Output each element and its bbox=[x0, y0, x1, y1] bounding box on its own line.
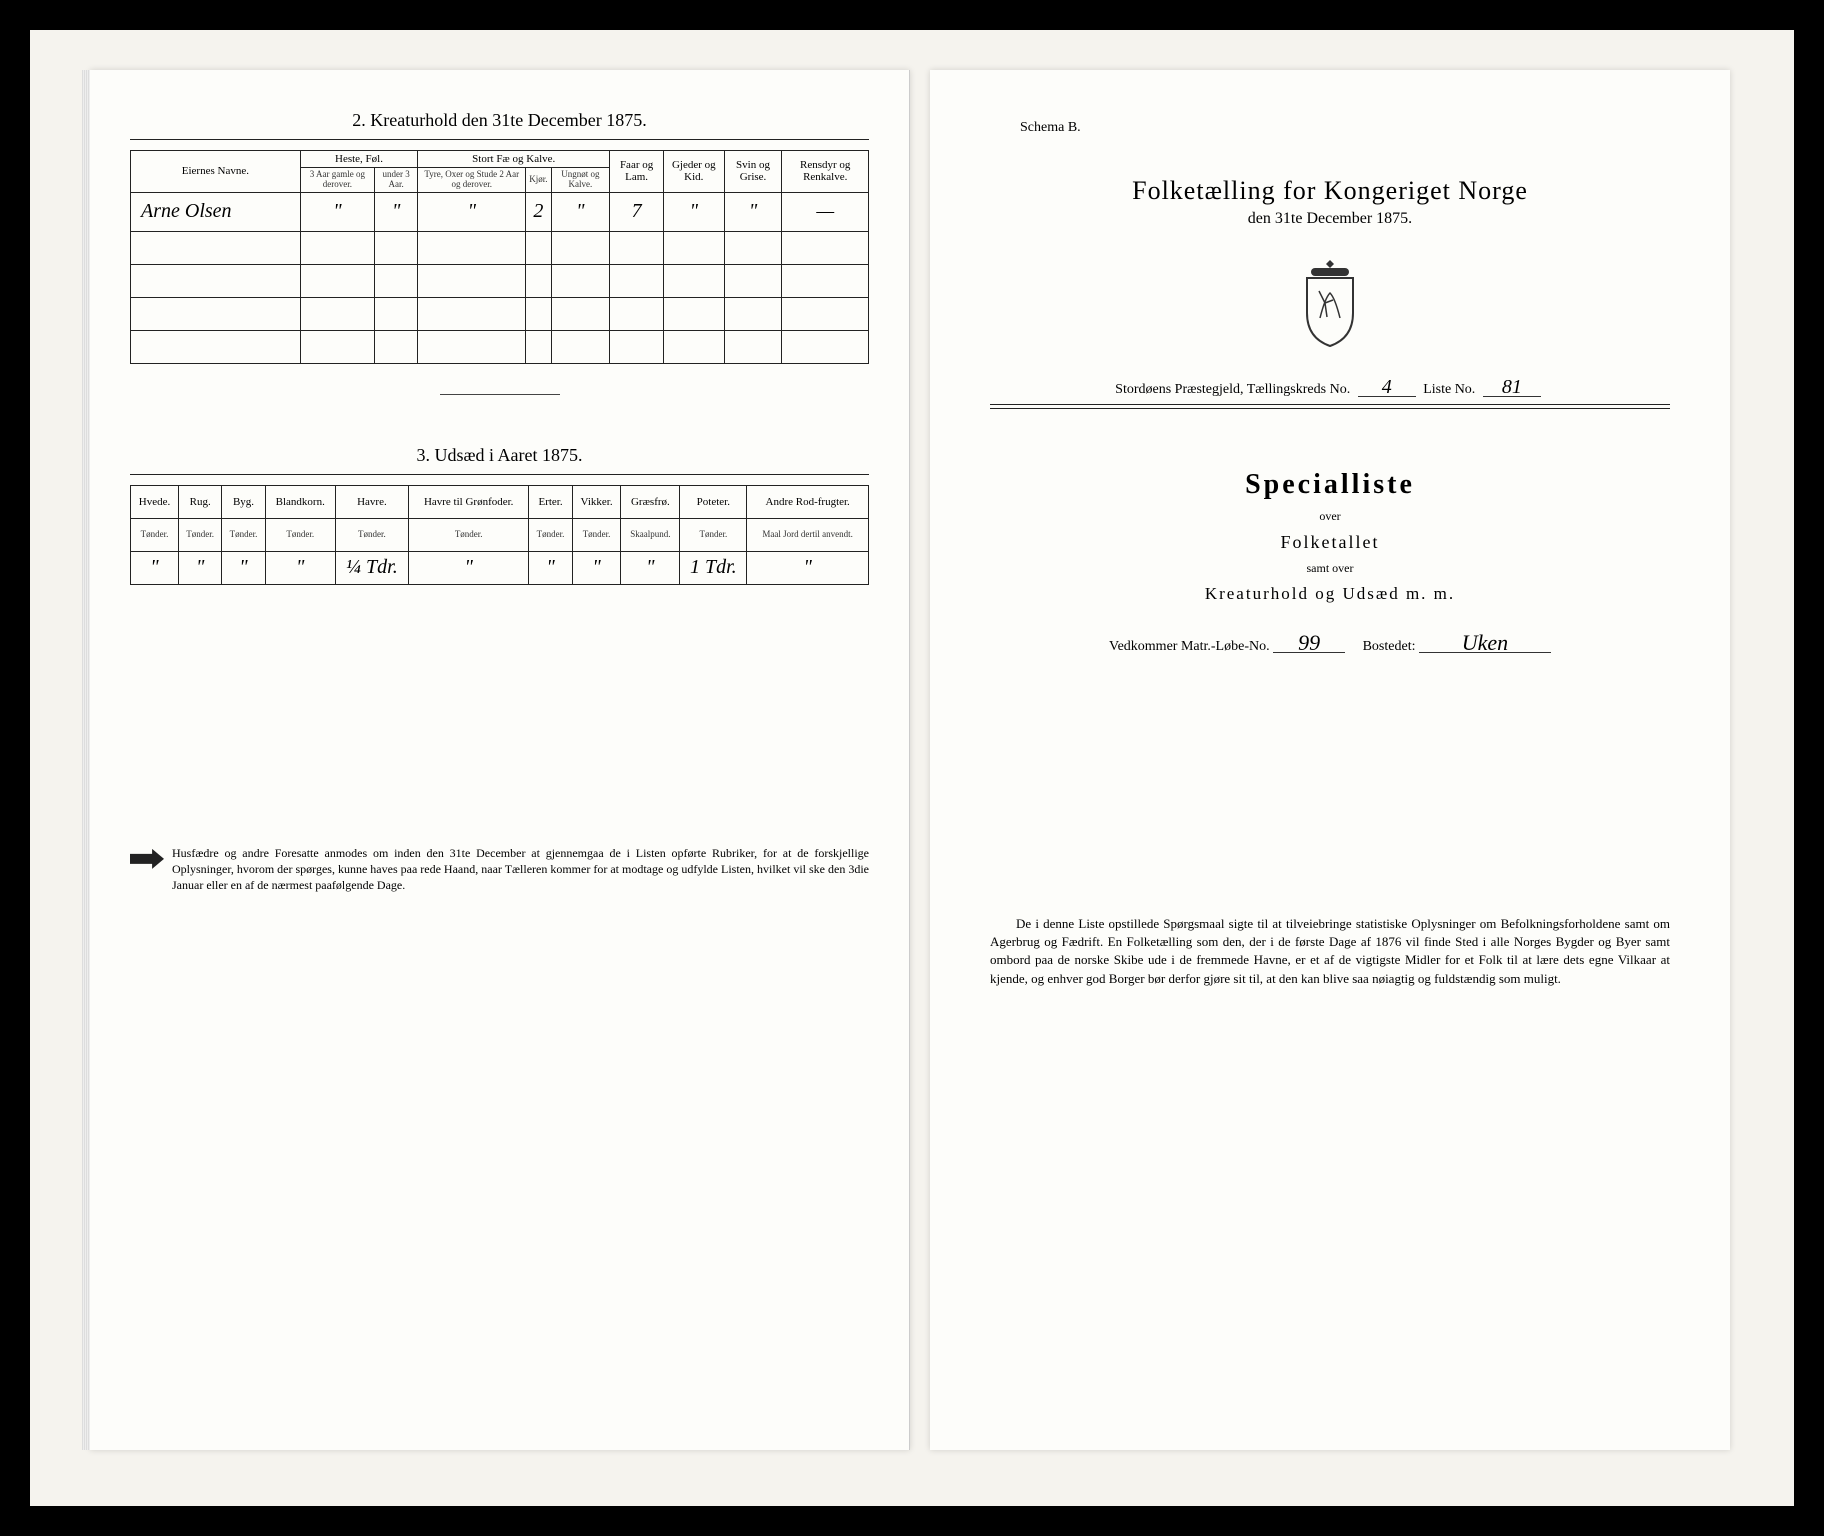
grp-cattle: Stort Fæ og Kalve. bbox=[418, 151, 610, 168]
parish-label-b: Liste No. bbox=[1423, 382, 1475, 397]
cell: ¼ Tdr. bbox=[335, 551, 408, 584]
table-row bbox=[131, 330, 869, 363]
col-greenoats: Havre til Grønfoder. bbox=[409, 485, 529, 518]
col-grass: Græsfrø. bbox=[621, 485, 680, 518]
cell: " bbox=[621, 551, 680, 584]
section3-title: 3. Udsæd i Aaret 1875. bbox=[130, 445, 869, 466]
body-paragraph: De i denne Liste opstillede Spørgsmaal s… bbox=[990, 915, 1670, 988]
right-page: Schema B. Folketælling for Kongeriget No… bbox=[930, 70, 1730, 1450]
scan-background: 2. Kreaturhold den 31te December 1875. E… bbox=[30, 30, 1794, 1506]
unit: Tønder. bbox=[335, 518, 408, 551]
col-cattle-c: Ungnøt og Kalve. bbox=[551, 168, 610, 193]
col-root: Andre Rod-frugter. bbox=[747, 485, 869, 518]
double-rule bbox=[990, 404, 1670, 409]
table-row bbox=[131, 264, 869, 297]
unit: Tønder. bbox=[680, 518, 747, 551]
rule bbox=[130, 139, 869, 140]
col-goats: Gjeder og Kid. bbox=[663, 151, 724, 193]
cell: " bbox=[375, 192, 418, 231]
table-row: Arne Olsen " " " 2 " 7 " " — bbox=[131, 192, 869, 231]
unit: Tønder. bbox=[265, 518, 335, 551]
col-cattle-b: Kjør. bbox=[526, 168, 551, 193]
unit: Tønder. bbox=[178, 518, 221, 551]
divider bbox=[440, 394, 560, 395]
specialliste-heading: Specialliste bbox=[990, 469, 1670, 501]
footnote-block: Husfædre og andre Foresatte anmodes om i… bbox=[130, 845, 869, 894]
cell: " bbox=[663, 192, 724, 231]
col-horse-b: under 3 Aar. bbox=[375, 168, 418, 193]
left-page: 2. Kreaturhold den 31te December 1875. E… bbox=[90, 70, 910, 1450]
unit: Tønder. bbox=[572, 518, 621, 551]
cell: " bbox=[529, 551, 572, 584]
unit: Tønder. bbox=[409, 518, 529, 551]
kreaturhold-label: Kreaturhold og Udsæd m. m. bbox=[990, 584, 1670, 604]
cell: " bbox=[418, 192, 526, 231]
col-mixed: Blandkorn. bbox=[265, 485, 335, 518]
col-barley: Byg. bbox=[222, 485, 265, 518]
section2-title: 2. Kreaturhold den 31te December 1875. bbox=[130, 110, 869, 131]
col-cattle-a: Tyre, Oxer og Stude 2 Aar og derover. bbox=[418, 168, 526, 193]
main-title: Folketælling for Kongeriget Norge bbox=[990, 176, 1670, 206]
cell: " bbox=[724, 192, 782, 231]
bosted-label: Bostedet: bbox=[1363, 639, 1416, 654]
col-potato: Poteter. bbox=[680, 485, 747, 518]
coat-of-arms-icon bbox=[1295, 258, 1365, 348]
over-label: over bbox=[990, 509, 1670, 524]
cell: " bbox=[131, 551, 179, 584]
sowing-table: Hvede. Rug. Byg. Blandkorn. Havre. Havre… bbox=[130, 485, 869, 585]
parish-label-a: Stordøens Præstegjeld, Tællingskreds No. bbox=[1115, 382, 1350, 397]
table-row bbox=[131, 231, 869, 264]
list-no: 81 bbox=[1483, 378, 1541, 397]
matr-line: Vedkommer Matr.-Løbe-No. 99 Bostedet: Uk… bbox=[990, 634, 1670, 655]
cell: " bbox=[409, 551, 529, 584]
cell: " bbox=[551, 192, 610, 231]
grp-horses: Heste, Føl. bbox=[300, 151, 418, 168]
col-sheep: Faar og Lam. bbox=[610, 151, 664, 193]
livestock-table: Eiernes Navne. Heste, Føl. Stort Fæ og K… bbox=[130, 150, 869, 364]
folketallet-label: Folketallet bbox=[990, 532, 1670, 553]
cell: " bbox=[572, 551, 621, 584]
col-wheat: Hvede. bbox=[131, 485, 179, 518]
unit: Tønder. bbox=[131, 518, 179, 551]
matr-no: 99 bbox=[1273, 634, 1345, 653]
col-reindeer: Rensdyr og Renkalve. bbox=[782, 151, 869, 193]
table-row bbox=[131, 297, 869, 330]
bosted-name: Uken bbox=[1419, 634, 1551, 653]
col-peas: Erter. bbox=[529, 485, 572, 518]
rule bbox=[130, 474, 869, 475]
unit: Tønder. bbox=[529, 518, 572, 551]
parish-line: Stordøens Præstegjeld, Tællingskreds No.… bbox=[990, 378, 1670, 398]
unit: Tønder. bbox=[222, 518, 265, 551]
cell: 2 bbox=[526, 192, 551, 231]
cell: " bbox=[178, 551, 221, 584]
cell: 1 Tdr. bbox=[680, 551, 747, 584]
matr-label: Vedkommer Matr.-Løbe-No. bbox=[1109, 639, 1270, 654]
table-row: " " " " ¼ Tdr. " " " " 1 Tdr. " bbox=[131, 551, 869, 584]
unit: Maal Jord dertil anvendt. bbox=[747, 518, 869, 551]
unit: Skaalpund. bbox=[621, 518, 680, 551]
owner-name: Arne Olsen bbox=[131, 192, 301, 231]
col-owner: Eiernes Navne. bbox=[131, 151, 301, 193]
col-horse-a: 3 Aar gamle og derover. bbox=[300, 168, 374, 193]
cell: " bbox=[265, 551, 335, 584]
schema-label: Schema B. bbox=[1020, 120, 1670, 136]
pointing-hand-icon bbox=[130, 849, 164, 869]
cell: " bbox=[747, 551, 869, 584]
cell: " bbox=[300, 192, 374, 231]
samtover-label: samt over bbox=[990, 561, 1670, 576]
col-vetch: Vikker. bbox=[572, 485, 621, 518]
district-no: 4 bbox=[1358, 378, 1416, 397]
col-oats: Havre. bbox=[335, 485, 408, 518]
col-rye: Rug. bbox=[178, 485, 221, 518]
col-pigs: Svin og Grise. bbox=[724, 151, 782, 193]
cell: " bbox=[222, 551, 265, 584]
cell: 7 bbox=[610, 192, 664, 231]
footnote-text: Husfædre og andre Foresatte anmodes om i… bbox=[172, 845, 869, 894]
date-line: den 31te December 1875. bbox=[990, 210, 1670, 228]
cell: — bbox=[782, 192, 869, 231]
